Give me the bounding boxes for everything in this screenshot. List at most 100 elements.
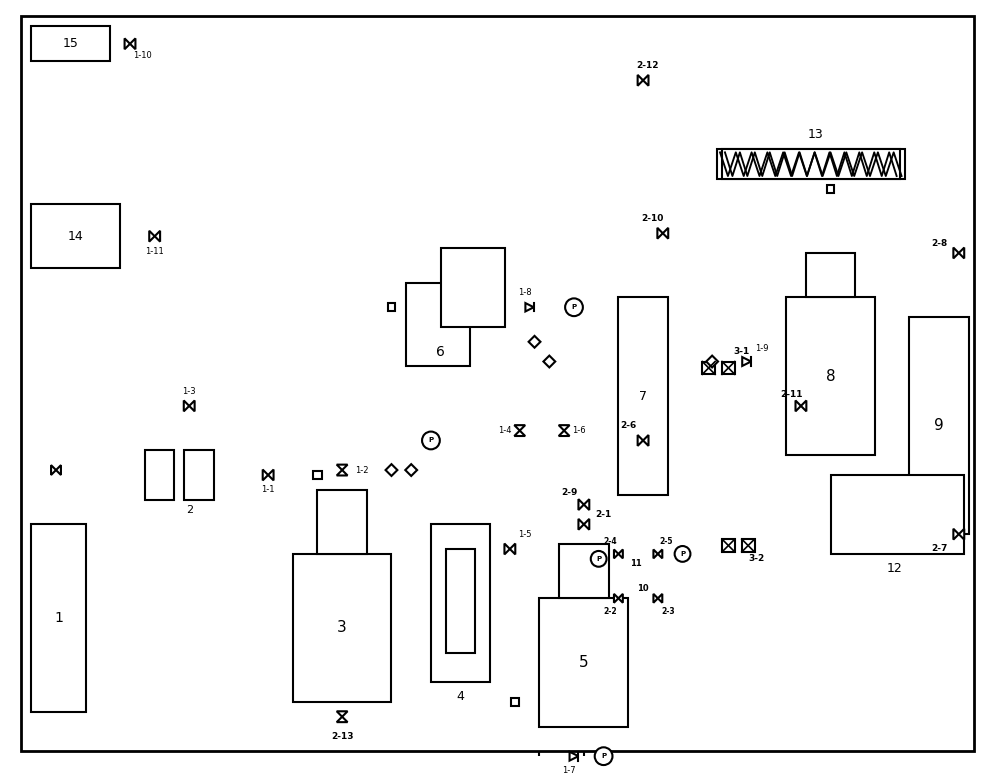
Bar <box>786 297 875 456</box>
Text: 2-10: 2-10 <box>642 214 664 223</box>
Text: 2-4: 2-4 <box>604 536 617 546</box>
Bar <box>313 470 322 480</box>
Circle shape <box>595 747 612 765</box>
Text: 7: 7 <box>639 390 647 403</box>
Text: P: P <box>680 551 685 557</box>
Bar <box>831 475 964 554</box>
Bar <box>317 490 367 554</box>
Polygon shape <box>578 499 584 510</box>
Polygon shape <box>155 230 160 241</box>
Polygon shape <box>584 519 589 530</box>
Text: P: P <box>571 304 577 310</box>
Text: 1: 1 <box>55 611 63 625</box>
Text: 2-5: 2-5 <box>659 536 673 546</box>
Bar <box>441 248 505 327</box>
Polygon shape <box>263 469 268 480</box>
Polygon shape <box>559 425 570 431</box>
Polygon shape <box>56 465 61 475</box>
Polygon shape <box>643 75 648 85</box>
Text: 1-4: 1-4 <box>498 426 512 435</box>
Polygon shape <box>543 355 555 368</box>
Bar <box>406 282 470 366</box>
Polygon shape <box>653 594 658 603</box>
Polygon shape <box>337 470 348 476</box>
Polygon shape <box>149 230 155 241</box>
Text: 2-9: 2-9 <box>561 488 577 497</box>
Polygon shape <box>559 431 570 436</box>
Polygon shape <box>125 38 130 49</box>
Polygon shape <box>189 400 195 411</box>
Text: 1-5: 1-5 <box>518 530 531 539</box>
Bar <box>722 150 900 179</box>
Bar <box>431 525 490 682</box>
Text: 11: 11 <box>630 559 642 568</box>
Text: 14: 14 <box>68 230 84 243</box>
Polygon shape <box>638 435 643 446</box>
Circle shape <box>591 551 607 566</box>
Text: 15: 15 <box>63 37 79 50</box>
Text: 2-12: 2-12 <box>637 61 659 70</box>
Text: 1-3: 1-3 <box>182 386 196 396</box>
Text: P: P <box>596 556 601 562</box>
Bar <box>742 539 755 552</box>
Polygon shape <box>643 435 648 446</box>
Polygon shape <box>706 355 718 368</box>
Bar <box>293 554 391 702</box>
Polygon shape <box>618 594 623 603</box>
Text: 1-6: 1-6 <box>572 426 586 435</box>
Bar <box>145 450 174 500</box>
Polygon shape <box>959 528 964 539</box>
Polygon shape <box>51 465 56 475</box>
Text: 5: 5 <box>579 655 589 670</box>
Polygon shape <box>268 469 274 480</box>
Bar <box>559 544 609 598</box>
Polygon shape <box>405 464 417 476</box>
Polygon shape <box>618 549 623 559</box>
Bar <box>827 185 834 192</box>
Polygon shape <box>742 357 751 366</box>
Polygon shape <box>614 549 618 559</box>
Bar <box>31 203 120 268</box>
Text: 2-11: 2-11 <box>780 390 802 399</box>
Polygon shape <box>614 594 618 603</box>
Text: 2-8: 2-8 <box>931 238 947 248</box>
Text: 2-3: 2-3 <box>661 607 675 615</box>
Polygon shape <box>653 549 658 559</box>
Text: 1-9: 1-9 <box>755 345 768 353</box>
Text: 3: 3 <box>337 621 347 636</box>
Bar <box>31 26 110 61</box>
Polygon shape <box>657 228 663 239</box>
Polygon shape <box>796 400 801 411</box>
Bar <box>446 549 475 653</box>
Polygon shape <box>953 248 959 258</box>
Bar <box>31 525 86 712</box>
Text: 13: 13 <box>808 128 824 141</box>
Polygon shape <box>514 431 525 436</box>
Bar <box>722 539 735 552</box>
Polygon shape <box>638 75 643 85</box>
Bar <box>184 450 214 500</box>
Polygon shape <box>337 717 348 722</box>
Circle shape <box>422 431 440 449</box>
Polygon shape <box>184 400 189 411</box>
Text: 6: 6 <box>436 345 445 359</box>
Polygon shape <box>658 549 662 559</box>
Polygon shape <box>584 499 589 510</box>
Bar <box>717 150 905 179</box>
Bar <box>909 317 969 534</box>
Polygon shape <box>525 303 534 311</box>
Polygon shape <box>386 464 397 476</box>
Circle shape <box>565 298 583 316</box>
Text: 2: 2 <box>186 504 193 514</box>
Bar <box>388 303 395 311</box>
Circle shape <box>675 546 690 562</box>
Polygon shape <box>504 543 510 554</box>
Text: 2-13: 2-13 <box>331 732 353 741</box>
Bar <box>511 698 519 706</box>
Bar <box>539 598 628 726</box>
Text: 2-2: 2-2 <box>604 607 617 615</box>
Text: 4: 4 <box>457 691 464 704</box>
Bar <box>618 297 668 495</box>
Polygon shape <box>130 38 135 49</box>
Polygon shape <box>959 248 964 258</box>
